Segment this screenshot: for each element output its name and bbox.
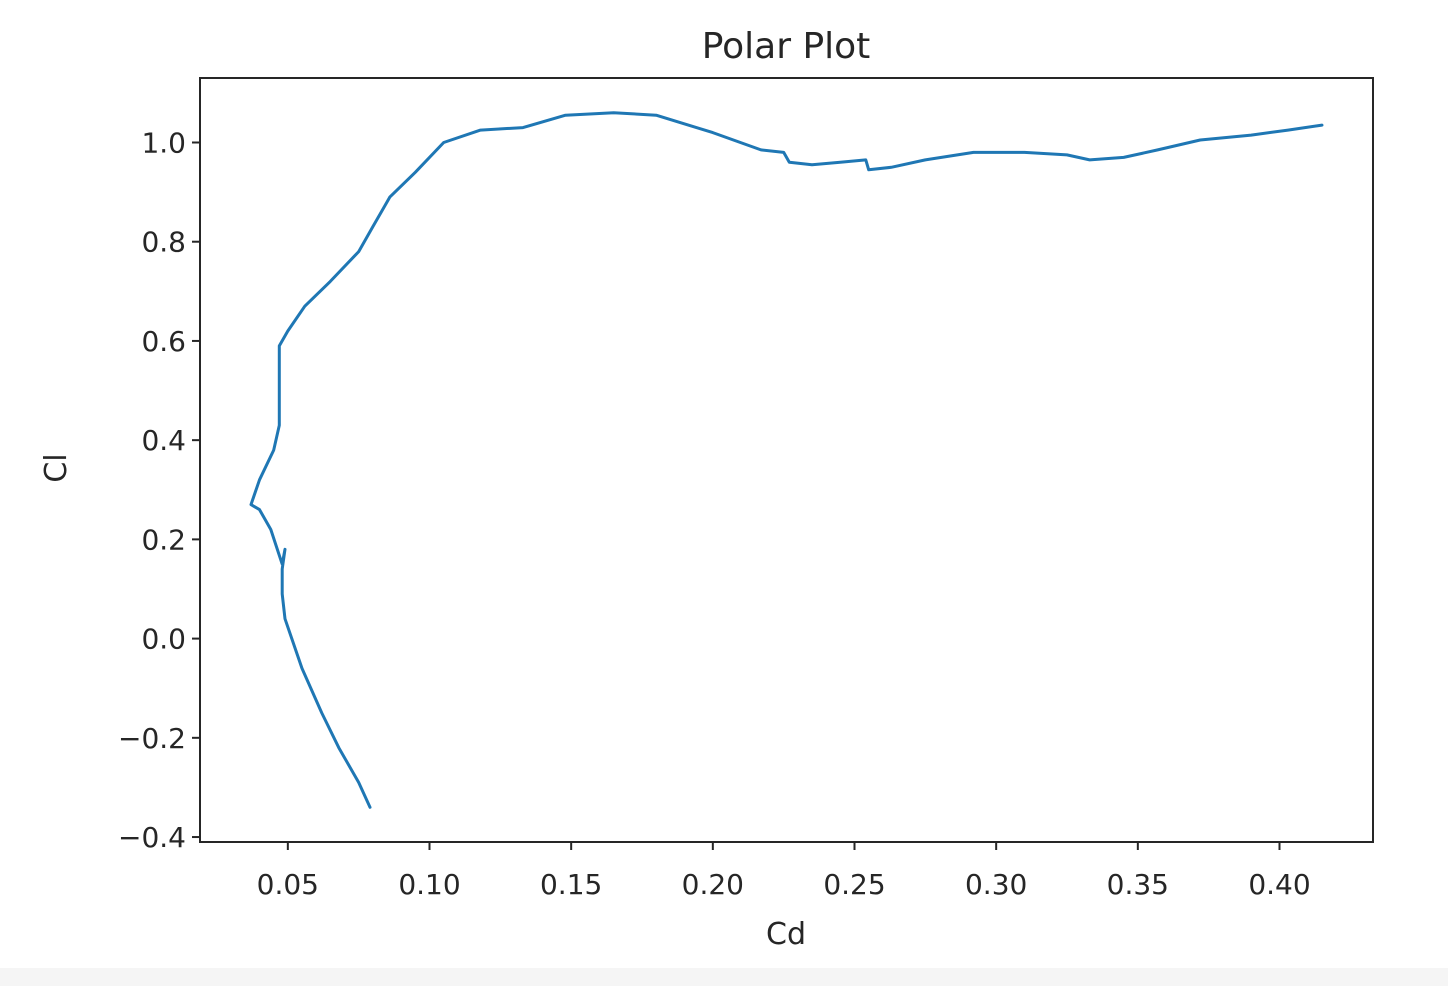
x-tick-label: 0.30 <box>965 868 1027 901</box>
y-axis-ticks: −0.4 −0.2 0.0 0.2 0.4 0.6 0.8 1.0 <box>118 126 200 854</box>
y-tick-label: 0.2 <box>141 523 186 556</box>
series-line-0 <box>249 111 1324 809</box>
x-axis-label: Cd <box>766 917 806 952</box>
y-tick-label: 1.0 <box>141 126 186 159</box>
x-tick-label: 0.25 <box>823 868 885 901</box>
y-tick-label: 0.0 <box>141 623 186 656</box>
x-axis-ticks: 0.05 0.10 0.15 0.20 0.25 0.30 0.35 0.40 <box>257 842 1311 901</box>
y-tick-label: 0.4 <box>141 424 186 457</box>
bottom-strip <box>0 968 1448 986</box>
chart-title: Polar Plot <box>702 26 871 67</box>
x-tick-label: 0.05 <box>257 868 319 901</box>
y-tick-label: −0.4 <box>118 821 186 854</box>
x-tick-label: 0.20 <box>682 868 744 901</box>
plot-background <box>200 78 1373 842</box>
y-tick-label: −0.2 <box>118 722 186 755</box>
x-tick-label: 0.40 <box>1248 868 1310 901</box>
y-tick-label: 0.8 <box>141 226 186 259</box>
plot-area <box>199 77 1374 843</box>
x-tick-label: 0.10 <box>398 868 460 901</box>
y-tick-label: 0.6 <box>141 325 186 358</box>
x-tick-label: 0.15 <box>540 868 602 901</box>
x-tick-label: 0.35 <box>1107 868 1169 901</box>
plot-frame <box>199 77 1374 843</box>
y-axis-label: Cl <box>39 453 74 482</box>
